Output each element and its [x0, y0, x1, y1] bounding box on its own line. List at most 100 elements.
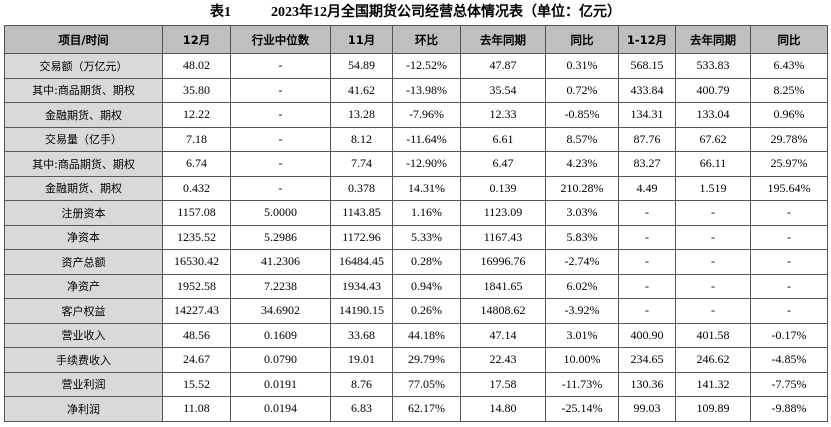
cell: 5.2986 — [230, 224, 331, 250]
header-cell: 环比 — [392, 25, 461, 54]
cell: -13.98% — [392, 77, 461, 103]
cell: 35.54 — [460, 77, 546, 103]
row-label: 金融期货、期权 — [4, 102, 163, 128]
table-label: 表1 — [210, 5, 231, 20]
cell: 0.0194 — [230, 396, 331, 422]
cell: 8.12 — [330, 126, 393, 152]
cell: - — [230, 175, 331, 201]
cell: 1143.85 — [330, 200, 393, 226]
cell: 8.76 — [330, 371, 393, 397]
cell: 401.58 — [675, 322, 751, 348]
cell: 34.6902 — [230, 298, 331, 324]
table-row: 净利润 11.08 0.0194 6.83 62.17% 14.80 -25.14% 99.0… — [4, 396, 828, 422]
cell: 48.56 — [162, 322, 231, 348]
table-row: 资产总额 16530.42 41.2306 16484.45 0.28% 16996.76… — [4, 249, 828, 275]
table-row: 其中:商品期货、期权 6.74-7.74 -12.90% 6.47 4.23% 83.27… — [4, 151, 828, 177]
row-label: 净资产 — [4, 273, 163, 299]
cell: 44.18% — [392, 322, 461, 348]
cell: -11.64% — [392, 126, 461, 152]
cell: 533.83 — [675, 53, 751, 79]
cell: - — [750, 298, 828, 324]
cell: 1167.43 — [460, 224, 546, 250]
table-row: 金融期货、期权 12.22-13.28 -7.96% 12.33 -0.85% 134.3… — [4, 102, 828, 128]
cell: 14190.15 — [330, 298, 393, 324]
cell: 246.62 — [675, 347, 751, 373]
cell: 47.87 — [460, 53, 546, 79]
cell: 5.83% — [545, 224, 619, 250]
cell: 29.79% — [392, 347, 461, 373]
cell: -11.73% — [545, 371, 619, 397]
cell: 6.43% — [750, 53, 828, 79]
cell: 12.22 — [162, 102, 231, 128]
cell: - — [750, 200, 828, 226]
cell: - — [750, 273, 828, 299]
cell: - — [675, 224, 751, 250]
row-label: 手续费收入 — [4, 347, 163, 373]
cell: 1.519 — [675, 175, 751, 201]
header-cell: 12月 — [162, 25, 231, 54]
cell: 77.05% — [392, 371, 461, 397]
cell: 33.68 — [330, 322, 393, 348]
table: 项目/时间 12月 行业中位数 11月 环比 去年同期 同比 1-12月 去年同期 同比 交易额（… — [4, 25, 828, 422]
cell: 5.0000 — [230, 200, 331, 226]
cell: -0.85% — [545, 102, 619, 128]
cell: 4.49 — [618, 175, 676, 201]
row-label: 净资本 — [4, 224, 163, 250]
cell: -12.52% — [392, 53, 461, 79]
cell: 6.61 — [460, 126, 546, 152]
row-label: 金融期货、期权 — [4, 175, 163, 201]
cell: 7.2238 — [230, 273, 331, 299]
cell: 83.27 — [618, 151, 676, 177]
cell: 0.94% — [392, 273, 461, 299]
cell: 12.33 — [460, 102, 546, 128]
cell: 1172.96 — [330, 224, 393, 250]
cell: 41.2306 — [230, 249, 331, 275]
cell: - — [675, 273, 751, 299]
cell: - — [230, 77, 331, 103]
cell: 35.80 — [162, 77, 231, 103]
row-label: 营业收入 — [4, 322, 163, 348]
row-label: 其中:商品期货、期权 — [4, 77, 163, 103]
cell: 47.14 — [460, 322, 546, 348]
header-cell: 去年同期 — [460, 25, 546, 54]
cell: - — [230, 102, 331, 128]
cell: - — [750, 249, 828, 275]
table-row: 交易量（亿手） 7.18-8.12 -11.64% 6.61 8.57% 87.76 67.… — [4, 126, 828, 152]
cell: 29.78% — [750, 126, 828, 152]
cell: 14.80 — [460, 396, 546, 422]
cell: 1952.58 — [162, 273, 231, 299]
cell: 41.62 — [330, 77, 393, 103]
cell: 6.47 — [460, 151, 546, 177]
cell: 17.58 — [460, 371, 546, 397]
cell: 1841.65 — [460, 273, 546, 299]
header-cell: 去年同期 — [675, 25, 751, 54]
cell: 433.84 — [618, 77, 676, 103]
cell: 13.28 — [330, 102, 393, 128]
row-label: 营业利润 — [4, 371, 163, 397]
cell: - — [675, 200, 751, 226]
cell: 14808.62 — [460, 298, 546, 324]
cell: 1934.43 — [330, 273, 393, 299]
cell: -12.90% — [392, 151, 461, 177]
cell: 48.02 — [162, 53, 231, 79]
header-cell: 项目/时间 — [4, 25, 163, 54]
cell: 195.64% — [750, 175, 828, 201]
cell: 25.97% — [750, 151, 828, 177]
cell: 19.01 — [330, 347, 393, 373]
cell: 87.76 — [618, 126, 676, 152]
cell: 62.17% — [392, 396, 461, 422]
row-label: 资产总额 — [4, 249, 163, 275]
cell: -0.17% — [750, 322, 828, 348]
cell: - — [675, 298, 751, 324]
table-body: 交易额（万亿元） 48.02-54.89 -12.52% 47.87 0.31% 568.… — [4, 53, 828, 422]
cell: -3.92% — [545, 298, 619, 324]
cell: 66.11 — [675, 151, 751, 177]
cell: 568.15 — [618, 53, 676, 79]
cell: - — [618, 249, 676, 275]
cell: 210.28% — [545, 175, 619, 201]
cell: 22.43 — [460, 347, 546, 373]
cell: 133.04 — [675, 102, 751, 128]
title: 表1 2023年12月全国期货公司经营总体情况表（单位：亿元） — [0, 0, 831, 25]
cell: 4.23% — [545, 151, 619, 177]
cell: 8.25% — [750, 77, 828, 103]
